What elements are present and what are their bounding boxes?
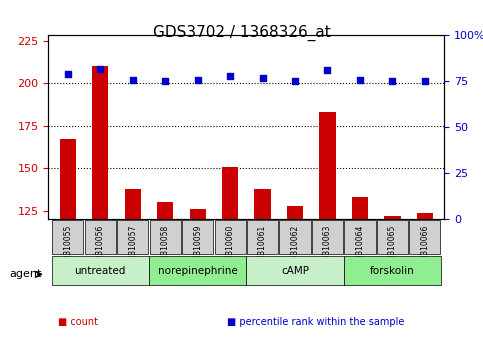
Text: GSM310063: GSM310063 bbox=[323, 225, 332, 271]
Bar bbox=[255, 189, 270, 354]
Text: cAMP: cAMP bbox=[281, 266, 309, 276]
Text: GSM310066: GSM310066 bbox=[420, 225, 429, 271]
Point bbox=[194, 77, 201, 82]
Point bbox=[421, 79, 429, 84]
Point bbox=[356, 77, 364, 82]
Point bbox=[259, 75, 267, 81]
Bar bbox=[189, 209, 206, 354]
FancyBboxPatch shape bbox=[246, 256, 344, 285]
FancyBboxPatch shape bbox=[409, 220, 440, 254]
Text: untreated: untreated bbox=[74, 266, 126, 276]
Bar bbox=[92, 66, 108, 354]
Bar bbox=[417, 213, 433, 354]
Bar bbox=[287, 206, 303, 354]
Text: norepinephrine: norepinephrine bbox=[158, 266, 238, 276]
FancyBboxPatch shape bbox=[52, 256, 149, 285]
FancyBboxPatch shape bbox=[377, 220, 408, 254]
FancyBboxPatch shape bbox=[150, 220, 181, 254]
FancyBboxPatch shape bbox=[247, 220, 278, 254]
Text: forskolin: forskolin bbox=[370, 266, 415, 276]
Point bbox=[226, 73, 234, 79]
Bar bbox=[384, 216, 400, 354]
Point bbox=[388, 79, 396, 84]
Text: ■ percentile rank within the sample: ■ percentile rank within the sample bbox=[227, 317, 404, 327]
Text: GSM310058: GSM310058 bbox=[161, 225, 170, 271]
Text: agent: agent bbox=[10, 269, 42, 279]
Bar bbox=[352, 197, 368, 354]
Point bbox=[64, 71, 71, 77]
Bar bbox=[125, 189, 141, 354]
Text: GDS3702 / 1368326_at: GDS3702 / 1368326_at bbox=[153, 25, 330, 41]
Text: GSM310056: GSM310056 bbox=[96, 225, 105, 271]
Text: GSM310055: GSM310055 bbox=[63, 225, 72, 271]
Text: GSM310057: GSM310057 bbox=[128, 225, 137, 271]
Bar bbox=[60, 139, 76, 354]
Bar bbox=[222, 167, 238, 354]
Text: GSM310059: GSM310059 bbox=[193, 225, 202, 271]
FancyBboxPatch shape bbox=[149, 256, 246, 285]
Text: GSM310060: GSM310060 bbox=[226, 225, 235, 271]
Text: GSM310065: GSM310065 bbox=[388, 225, 397, 271]
FancyBboxPatch shape bbox=[182, 220, 213, 254]
FancyBboxPatch shape bbox=[280, 220, 311, 254]
Text: GSM310062: GSM310062 bbox=[291, 225, 299, 271]
FancyBboxPatch shape bbox=[85, 220, 116, 254]
FancyBboxPatch shape bbox=[312, 220, 343, 254]
Bar bbox=[157, 202, 173, 354]
Bar bbox=[319, 112, 336, 354]
FancyBboxPatch shape bbox=[344, 220, 376, 254]
FancyBboxPatch shape bbox=[344, 256, 441, 285]
Point bbox=[129, 77, 137, 82]
Text: ■ count: ■ count bbox=[58, 317, 98, 327]
Point bbox=[324, 68, 331, 73]
Point bbox=[97, 66, 104, 72]
Text: GSM310061: GSM310061 bbox=[258, 225, 267, 271]
Text: GSM310064: GSM310064 bbox=[355, 225, 365, 271]
FancyBboxPatch shape bbox=[117, 220, 148, 254]
FancyBboxPatch shape bbox=[214, 220, 246, 254]
Point bbox=[161, 79, 169, 84]
Point bbox=[291, 79, 299, 84]
FancyBboxPatch shape bbox=[52, 220, 84, 254]
